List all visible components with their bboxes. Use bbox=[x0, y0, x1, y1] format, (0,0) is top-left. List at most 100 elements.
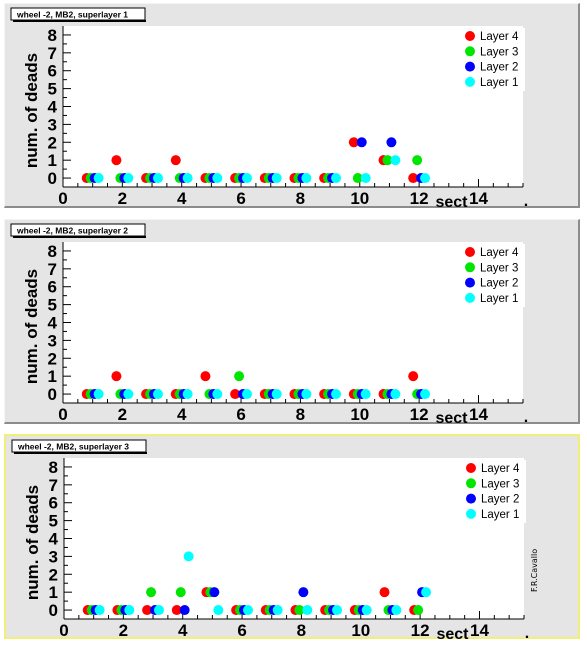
data-point-layer-1 bbox=[272, 605, 283, 616]
legend-label: Layer 2 bbox=[480, 278, 518, 290]
y-tick-label: 4 bbox=[49, 530, 59, 549]
y-tick-label: 6 bbox=[49, 494, 58, 513]
y-tick-label: 1 bbox=[48, 367, 57, 386]
y-tick-label: 7 bbox=[49, 476, 58, 495]
x-tick-label: 6 bbox=[236, 189, 245, 208]
y-axis-label: num. of deads bbox=[23, 485, 42, 600]
data-point-layer-1 bbox=[183, 551, 194, 562]
data-point-layer-4 bbox=[200, 371, 211, 382]
legend-label: Layer 1 bbox=[480, 77, 518, 89]
data-point-layer-1 bbox=[420, 389, 431, 400]
x-tick-label: 12 bbox=[411, 621, 430, 640]
data-point-layer-1 bbox=[301, 389, 312, 400]
x-tick-label: 12 bbox=[410, 189, 429, 208]
x-tick-label: 10 bbox=[350, 189, 369, 208]
y-tick-label: 7 bbox=[48, 44, 57, 63]
data-point-layer-1 bbox=[153, 605, 164, 616]
legend-marker bbox=[465, 262, 475, 273]
data-point-layer-1 bbox=[242, 173, 252, 184]
data-point-layer-1 bbox=[243, 605, 253, 616]
data-point-layer-1 bbox=[182, 173, 193, 184]
y-tick-label: 4 bbox=[48, 98, 58, 117]
y-tick-label: 8 bbox=[48, 26, 57, 45]
data-point-layer-1 bbox=[271, 173, 282, 184]
y-tick-label: 4 bbox=[48, 314, 58, 333]
y-axis-label: num. of deads bbox=[22, 269, 41, 384]
legend-marker bbox=[465, 46, 475, 57]
data-point-layer-3 bbox=[382, 155, 393, 166]
y-tick-label: 3 bbox=[48, 331, 57, 350]
data-point-layer-1 bbox=[360, 173, 371, 184]
data-point-layer-3 bbox=[413, 605, 424, 616]
legend-label: Layer 2 bbox=[481, 494, 519, 506]
x-axis-label: sect bbox=[436, 626, 469, 641]
data-point-layer-4 bbox=[142, 605, 153, 616]
data-point-layer-4 bbox=[170, 155, 181, 166]
data-point-layer-4 bbox=[408, 371, 419, 382]
data-point-layer-1 bbox=[242, 389, 252, 400]
y-tick-label: 8 bbox=[49, 458, 58, 477]
data-point-layer-3 bbox=[412, 155, 423, 166]
y-tick-label: 3 bbox=[49, 547, 58, 566]
legend-label: Layer 1 bbox=[480, 293, 518, 305]
x-tick-label: 2 bbox=[118, 405, 127, 424]
x-tick-label: 0 bbox=[59, 621, 68, 640]
legend-marker bbox=[465, 76, 475, 87]
y-tick-label: 1 bbox=[49, 583, 58, 602]
data-point-layer-2 bbox=[356, 137, 367, 148]
data-point-layer-1 bbox=[332, 605, 343, 616]
legend-marker bbox=[465, 61, 475, 72]
y-tick-label: 6 bbox=[48, 62, 57, 81]
chart-title: wheel -2, MB2, superlayer 2 bbox=[16, 226, 128, 236]
y-tick-label: 2 bbox=[48, 349, 57, 368]
legend-label: Layer 3 bbox=[481, 478, 519, 490]
data-point-layer-1 bbox=[124, 605, 135, 616]
data-point-layer-3 bbox=[146, 587, 157, 598]
data-point-layer-1 bbox=[390, 389, 401, 400]
legend-label: Layer 1 bbox=[481, 509, 519, 521]
x-tick-label: 10 bbox=[351, 621, 370, 640]
data-point-layer-4 bbox=[111, 155, 122, 166]
data-point-layer-1 bbox=[152, 173, 163, 184]
legend-marker bbox=[465, 247, 475, 257]
x-axis-end-label: . bbox=[525, 625, 529, 641]
y-tick-label: 0 bbox=[48, 169, 57, 188]
x-tick-label: 12 bbox=[410, 405, 429, 424]
data-point-layer-4 bbox=[171, 605, 182, 616]
x-tick-label: 10 bbox=[350, 405, 369, 424]
y-tick-label: 3 bbox=[48, 115, 57, 134]
data-point-layer-1 bbox=[123, 389, 134, 400]
y-tick-label: 5 bbox=[48, 296, 57, 315]
legend-marker bbox=[465, 31, 475, 41]
data-point-layer-1 bbox=[212, 173, 223, 184]
data-point-layer-1 bbox=[93, 173, 104, 184]
plot-area bbox=[63, 242, 523, 403]
legend-label: Layer 2 bbox=[480, 62, 518, 74]
legend-marker bbox=[466, 463, 476, 473]
x-tick-label: 8 bbox=[297, 621, 306, 640]
data-point-layer-2 bbox=[386, 137, 397, 148]
x-tick-label: 8 bbox=[296, 189, 305, 208]
x-tick-label: 6 bbox=[236, 405, 245, 424]
plot-area bbox=[63, 26, 523, 187]
legend-label: Layer 3 bbox=[480, 46, 518, 58]
data-point-layer-1 bbox=[360, 389, 371, 400]
plot-area bbox=[64, 458, 524, 619]
legend-label: Layer 3 bbox=[480, 262, 518, 274]
legend-label: Layer 4 bbox=[480, 31, 519, 43]
x-tick-label: 4 bbox=[178, 621, 188, 640]
data-point-layer-1 bbox=[213, 605, 224, 616]
data-point-layer-1 bbox=[94, 605, 105, 616]
data-point-layer-4 bbox=[348, 137, 359, 148]
y-tick-label: 5 bbox=[49, 512, 58, 531]
x-tick-label: 14 bbox=[469, 189, 488, 208]
legend-marker bbox=[465, 277, 475, 288]
data-point-layer-1 bbox=[421, 587, 432, 598]
data-point-layer-4 bbox=[111, 371, 122, 382]
data-point-layer-1 bbox=[271, 389, 282, 400]
x-tick-label: 4 bbox=[177, 405, 187, 424]
data-point-layer-4 bbox=[408, 173, 419, 184]
y-tick-label: 0 bbox=[49, 601, 58, 620]
